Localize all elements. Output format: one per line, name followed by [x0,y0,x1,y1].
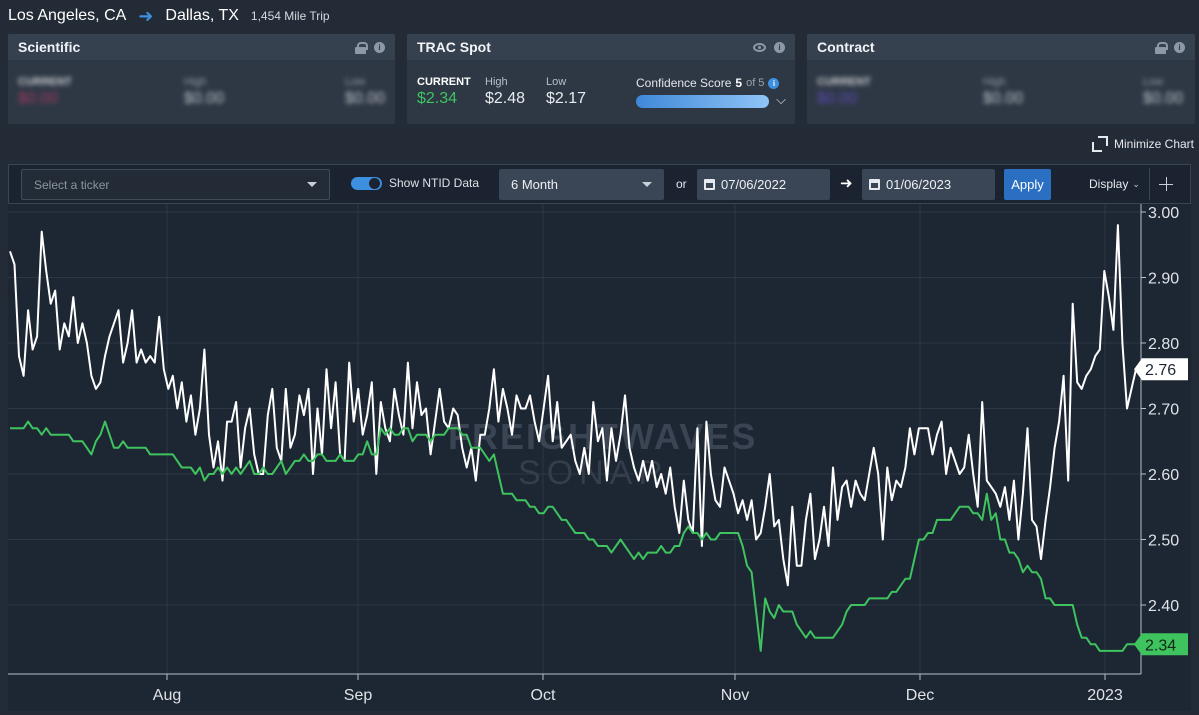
y-axis-bg [1141,204,1191,674]
trac-high: High $2.48 [485,76,526,107]
route-header: Los Angeles, CA ➜ Dallas, TX 1,454 Mile … [8,4,330,28]
ticker-input[interactable] [34,177,284,192]
x-tick-label: Sep [344,687,373,704]
caret-down-icon [307,182,317,187]
last-value-label: 2.76 [1145,362,1176,379]
white-series-line [9,224,1137,587]
trip-distance: 1,454 Mile Trip [250,9,330,23]
info-icon[interactable]: i [774,41,785,53]
info-icon[interactable]: i [1174,41,1185,53]
last-value-badge [1134,358,1188,381]
scientific-high: High $0.00 [184,76,225,107]
green-series-line [10,420,1136,652]
last-value-badge [1134,633,1188,656]
scientific-low: Low $0.00 [345,76,386,107]
contract-low: Low $0.00 [1143,76,1184,107]
trac-low: Low $2.17 [546,76,587,107]
scientific-card: Scientific i CURRENT $0.00 High $0.00 Lo… [8,34,395,124]
ticker-select[interactable] [21,169,330,200]
ntid-label: Show NTID Data [389,176,480,190]
y-tick-label: 2.70 [1148,402,1179,419]
scientific-current: CURRENT $0.00 [18,76,72,107]
x-tick-label: Nov [721,687,749,704]
y-tick-label: 2.90 [1148,271,1179,288]
last-value-label: 2.34 [1145,637,1176,654]
y-tick-label: 2.80 [1148,336,1179,353]
lock-icon [1155,41,1168,54]
minimize-chart-button[interactable]: Minimize Chart [1091,136,1194,152]
contract-high: High $0.00 [983,76,1024,107]
contract-title: Contract [817,39,875,55]
apply-button[interactable]: Apply [1004,169,1051,200]
crosshair-icon[interactable] [1149,168,1182,200]
ntid-toggle-group: Show NTID Data [351,176,479,190]
end-date-input[interactable]: 01/06/2023 [862,169,995,200]
price-chart[interactable]: FREIGHTWAVES SONAR 3.002.902.802.702.602… [8,204,1191,711]
trac-spot-card: TRAC Spot i CURRENT $2.34 High $2.48 Low… [407,34,795,124]
start-date-input[interactable]: 07/06/2022 [697,169,830,200]
or-label: or [676,177,687,191]
origin-city: Los Angeles, CA [8,7,127,24]
lock-icon [355,41,368,54]
confidence-score[interactable]: Confidence Score 5 of 5 i ⌵ [636,76,786,108]
confidence-bar [636,95,769,108]
chart-toolbar: Show NTID Data 6 Month or 07/06/2022 ➜ 0… [8,164,1191,204]
confidence-value: 5 [735,76,743,90]
scientific-title: Scientific [18,39,81,55]
chevron-down-icon: ⌄ [1132,178,1140,189]
grid-lines [8,204,1141,674]
arrow-right-icon: ➜ [840,175,853,192]
y-axis-ticks: 3.00 2.90 2.80 2.70 2.60 2.50 2.40 [1141,205,1179,615]
chart-area[interactable]: FREIGHTWAVES SONAR 3.00 2.90 2.80 2.70 2.60 2… [8,204,1191,711]
trac-spot-title: TRAC Spot [417,39,491,55]
x-tick-label: Oct [531,687,556,704]
x-tick-label: Aug [153,687,181,704]
info-icon[interactable]: i [768,77,780,89]
minimize-icon [1091,136,1108,152]
destination-city: Dallas, TX [165,7,239,24]
arrow-right-icon: ➜ [138,5,154,26]
contract-current: CURRENT $0.00 [817,76,871,107]
calendar-icon [704,179,715,190]
last-value-labels: 2.76 2.34 [1134,358,1188,656]
chevron-down-icon[interactable]: ⌵ [776,92,786,107]
x-tick-label: 2023 [1087,687,1123,704]
x-axis-ticks: Aug Sep Oct Nov Dec 2023 [153,674,1123,704]
x-tick-label: Dec [906,687,934,704]
y-tick-label: 2.40 [1148,598,1179,615]
eye-icon[interactable] [753,42,766,52]
display-menu[interactable]: Display ⌄ [1089,177,1140,191]
contract-card: Contract i CURRENT $0.00 High $0.00 Low … [807,34,1195,124]
caret-down-icon [642,182,652,187]
trac-current: CURRENT $2.34 [417,76,471,107]
y-tick-label: 3.00 [1148,205,1179,222]
series-lines [9,224,1137,652]
y-tick-label: 2.60 [1148,467,1179,484]
info-icon[interactable]: i [374,41,385,53]
ntid-toggle[interactable] [351,176,382,190]
watermark-line1: FREIGHTWAVES [448,416,757,457]
y-tick-label: 2.50 [1148,533,1179,550]
period-select[interactable]: 6 Month [499,169,664,200]
calendar-icon [869,179,880,190]
